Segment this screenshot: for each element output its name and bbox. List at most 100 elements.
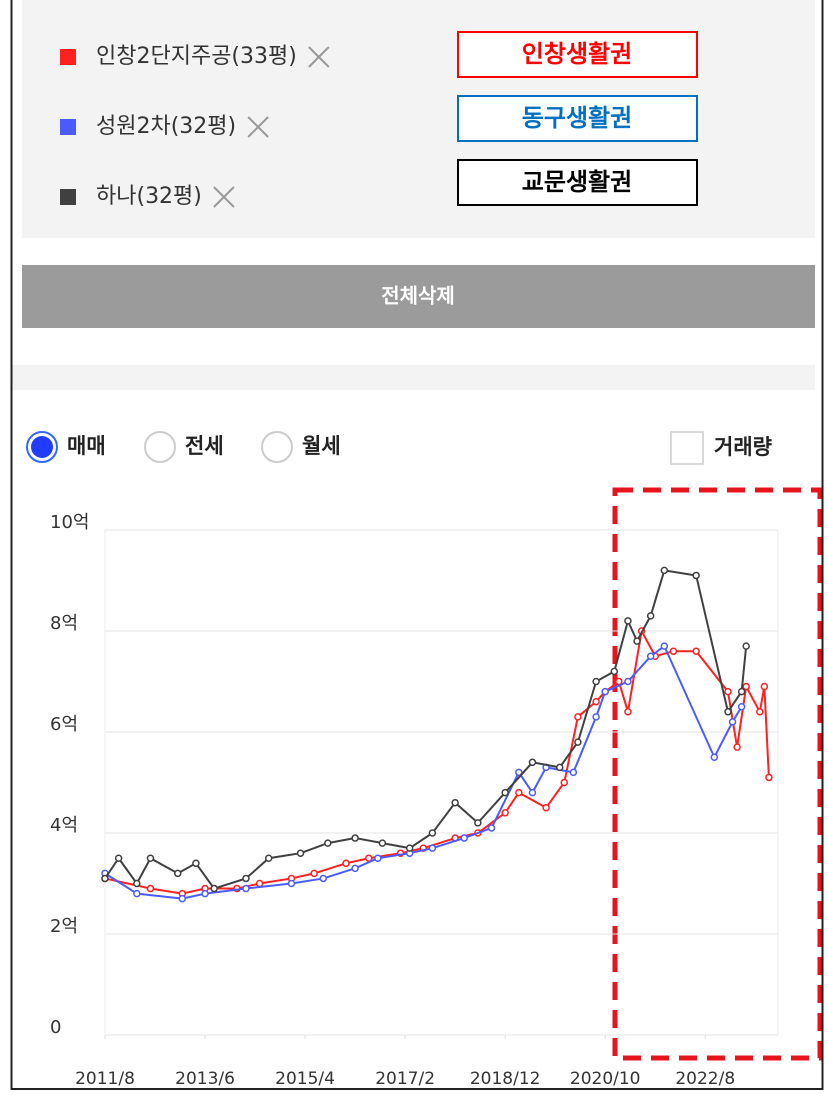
- data-point: [133, 879, 141, 888]
- data-point: [646, 652, 655, 660]
- radio[interactable]: [261, 431, 293, 463]
- legend-marker: [60, 189, 76, 205]
- data-point: [624, 708, 632, 716]
- legend-label: 성원2차(32평): [96, 114, 236, 139]
- data-point: [460, 834, 468, 842]
- y-tick-label: 6억: [50, 714, 78, 735]
- data-point: [592, 713, 600, 721]
- data-point: [201, 889, 209, 898]
- data-point: [574, 713, 582, 721]
- y-tick-label: 2억: [50, 916, 78, 937]
- data-point: [242, 874, 250, 883]
- data-point: [756, 708, 764, 716]
- data-point: [287, 879, 296, 888]
- checkbox-label[interactable]: 거래량: [714, 435, 772, 459]
- separator: [12, 365, 815, 390]
- data-point: [451, 798, 459, 807]
- radio-label[interactable]: 전세: [185, 434, 224, 458]
- x-tick-label: 2022/8: [675, 1069, 735, 1089]
- highlight-box: [612, 487, 823, 1061]
- region-label[interactable]: 인창생활권: [522, 40, 632, 68]
- x-tick-label: 2013/6: [175, 1069, 235, 1089]
- data-point: [428, 844, 437, 852]
- data-point: [601, 687, 609, 696]
- data-point: [660, 642, 669, 650]
- radio[interactable]: [144, 431, 176, 463]
- radio-dot: [31, 436, 53, 458]
- data-point: [146, 884, 155, 893]
- remove-icon[interactable]: [213, 186, 235, 208]
- legend-marker: [60, 119, 76, 135]
- region-label[interactable]: 교문생활권: [522, 168, 632, 196]
- data-point: [710, 753, 719, 761]
- data-point: [428, 829, 437, 837]
- data-point: [114, 854, 123, 862]
- data-point: [405, 844, 414, 852]
- data-point: [646, 612, 655, 620]
- x-tick-label: 2015/4: [275, 1069, 335, 1089]
- data-point: [733, 743, 741, 751]
- data-point: [555, 763, 564, 772]
- data-point: [174, 869, 182, 878]
- radio-label[interactable]: 월세: [302, 434, 341, 458]
- y-tick-label: 10억: [50, 512, 89, 533]
- x-tick-label: 2011/8: [75, 1069, 135, 1089]
- data-point: [242, 884, 250, 893]
- legend-label: 인창2단지주공(33평): [96, 44, 297, 69]
- data-point: [342, 859, 350, 868]
- data-point: [633, 637, 641, 645]
- data-point: [724, 687, 732, 696]
- data-point: [255, 879, 264, 888]
- data-point: [324, 839, 332, 847]
- data-point: [728, 718, 737, 726]
- x-tick-label: 2018/12: [470, 1069, 541, 1089]
- data-point: [515, 788, 523, 797]
- remove-icon[interactable]: [247, 116, 269, 138]
- data-point: [378, 839, 387, 847]
- x-tick-label: 2020/10: [570, 1069, 641, 1089]
- data-point: [264, 854, 273, 862]
- data-point: [610, 667, 619, 676]
- remove-icon[interactable]: [308, 46, 330, 68]
- region-button[interactable]: [457, 95, 698, 142]
- region-button[interactable]: [457, 159, 698, 206]
- data-point: [501, 809, 509, 817]
- data-point: [528, 758, 537, 767]
- region-label[interactable]: 동구생활권: [522, 104, 632, 132]
- data-point: [528, 788, 537, 797]
- data-point: [515, 768, 523, 777]
- data-point: [192, 859, 200, 868]
- delete-all-button[interactable]: [22, 265, 815, 328]
- data-point: [501, 788, 509, 797]
- data-point: [178, 894, 187, 903]
- data-point: [296, 849, 305, 857]
- y-tick-label: 8억: [50, 613, 78, 634]
- data-point: [487, 824, 496, 832]
- data-point: [624, 677, 632, 686]
- legend-label: 하나(32평): [96, 184, 202, 209]
- data-point: [592, 677, 600, 686]
- data-point: [742, 642, 750, 650]
- data-point: [765, 773, 773, 782]
- checkbox[interactable]: [670, 431, 704, 465]
- data-point: [669, 647, 678, 655]
- region-button[interactable]: [457, 31, 698, 78]
- data-point: [351, 834, 359, 842]
- y-tick-label: 0: [50, 1017, 61, 1038]
- data-point: [374, 854, 382, 862]
- data-point: [133, 889, 141, 898]
- radio-label[interactable]: 매매: [67, 434, 106, 458]
- legend-marker: [60, 49, 76, 65]
- data-point: [542, 804, 550, 812]
- data-point: [692, 647, 700, 655]
- data-point: [742, 682, 750, 691]
- data-point: [569, 768, 578, 777]
- data-point: [624, 617, 632, 625]
- data-point: [737, 687, 746, 696]
- x-tick-label: 2017/2: [375, 1069, 435, 1089]
- data-point: [351, 864, 359, 873]
- delete-all-label[interactable]: 전체삭제: [381, 284, 455, 308]
- data-point: [101, 874, 109, 883]
- data-point: [574, 738, 582, 746]
